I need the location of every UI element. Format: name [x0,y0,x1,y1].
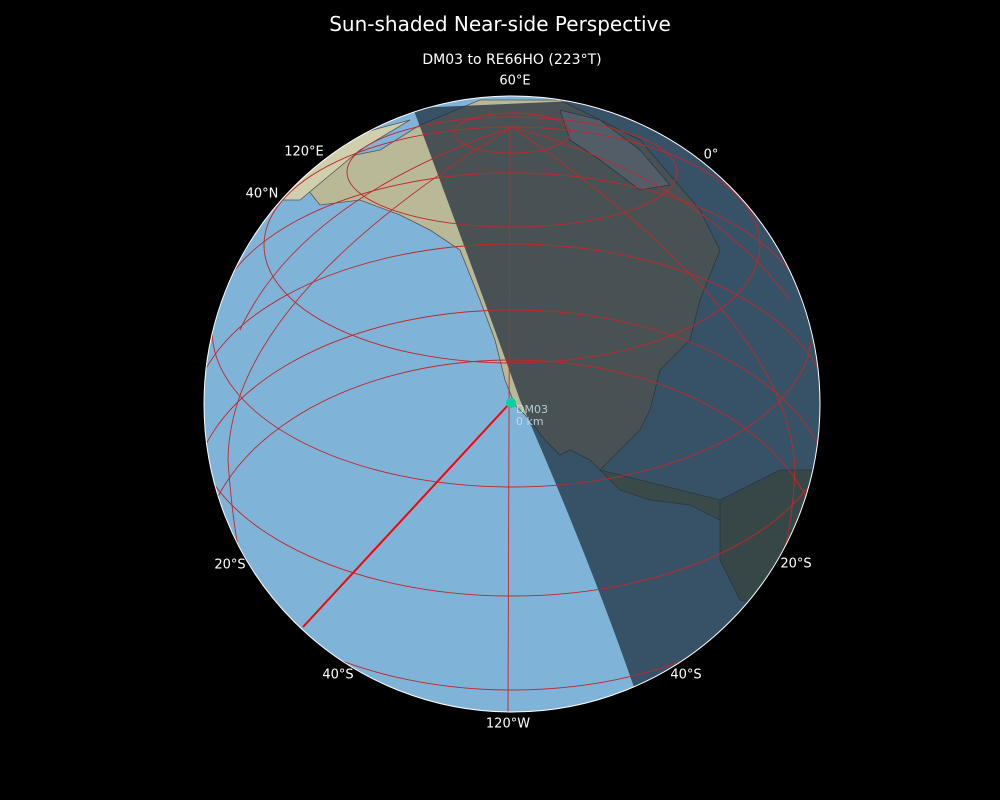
great-circle-path [302,402,511,628]
label-0: 0° [703,147,719,163]
label-40s-left: 40°S [322,667,354,683]
station-marker[interactable] [506,398,516,408]
night-shade [413,96,820,690]
label-20s-right: 20°S [780,556,812,572]
label-60e: 60°E [499,73,531,89]
label-40n: 40°N [245,186,279,202]
label-120e: 120°E [284,144,324,160]
station-label: DM03 [516,403,548,416]
station-distance: 0 km [516,415,544,428]
label-20s-left: 20°S [214,557,246,573]
label-40s-right: 40°S [670,667,702,683]
globe-outline [203,95,821,713]
map-title: Sun-shaded Near-side Perspective [329,12,671,36]
map-subtitle: DM03 to RE66HO (223°T) [422,52,602,68]
label-120w: 120°W [485,716,531,732]
